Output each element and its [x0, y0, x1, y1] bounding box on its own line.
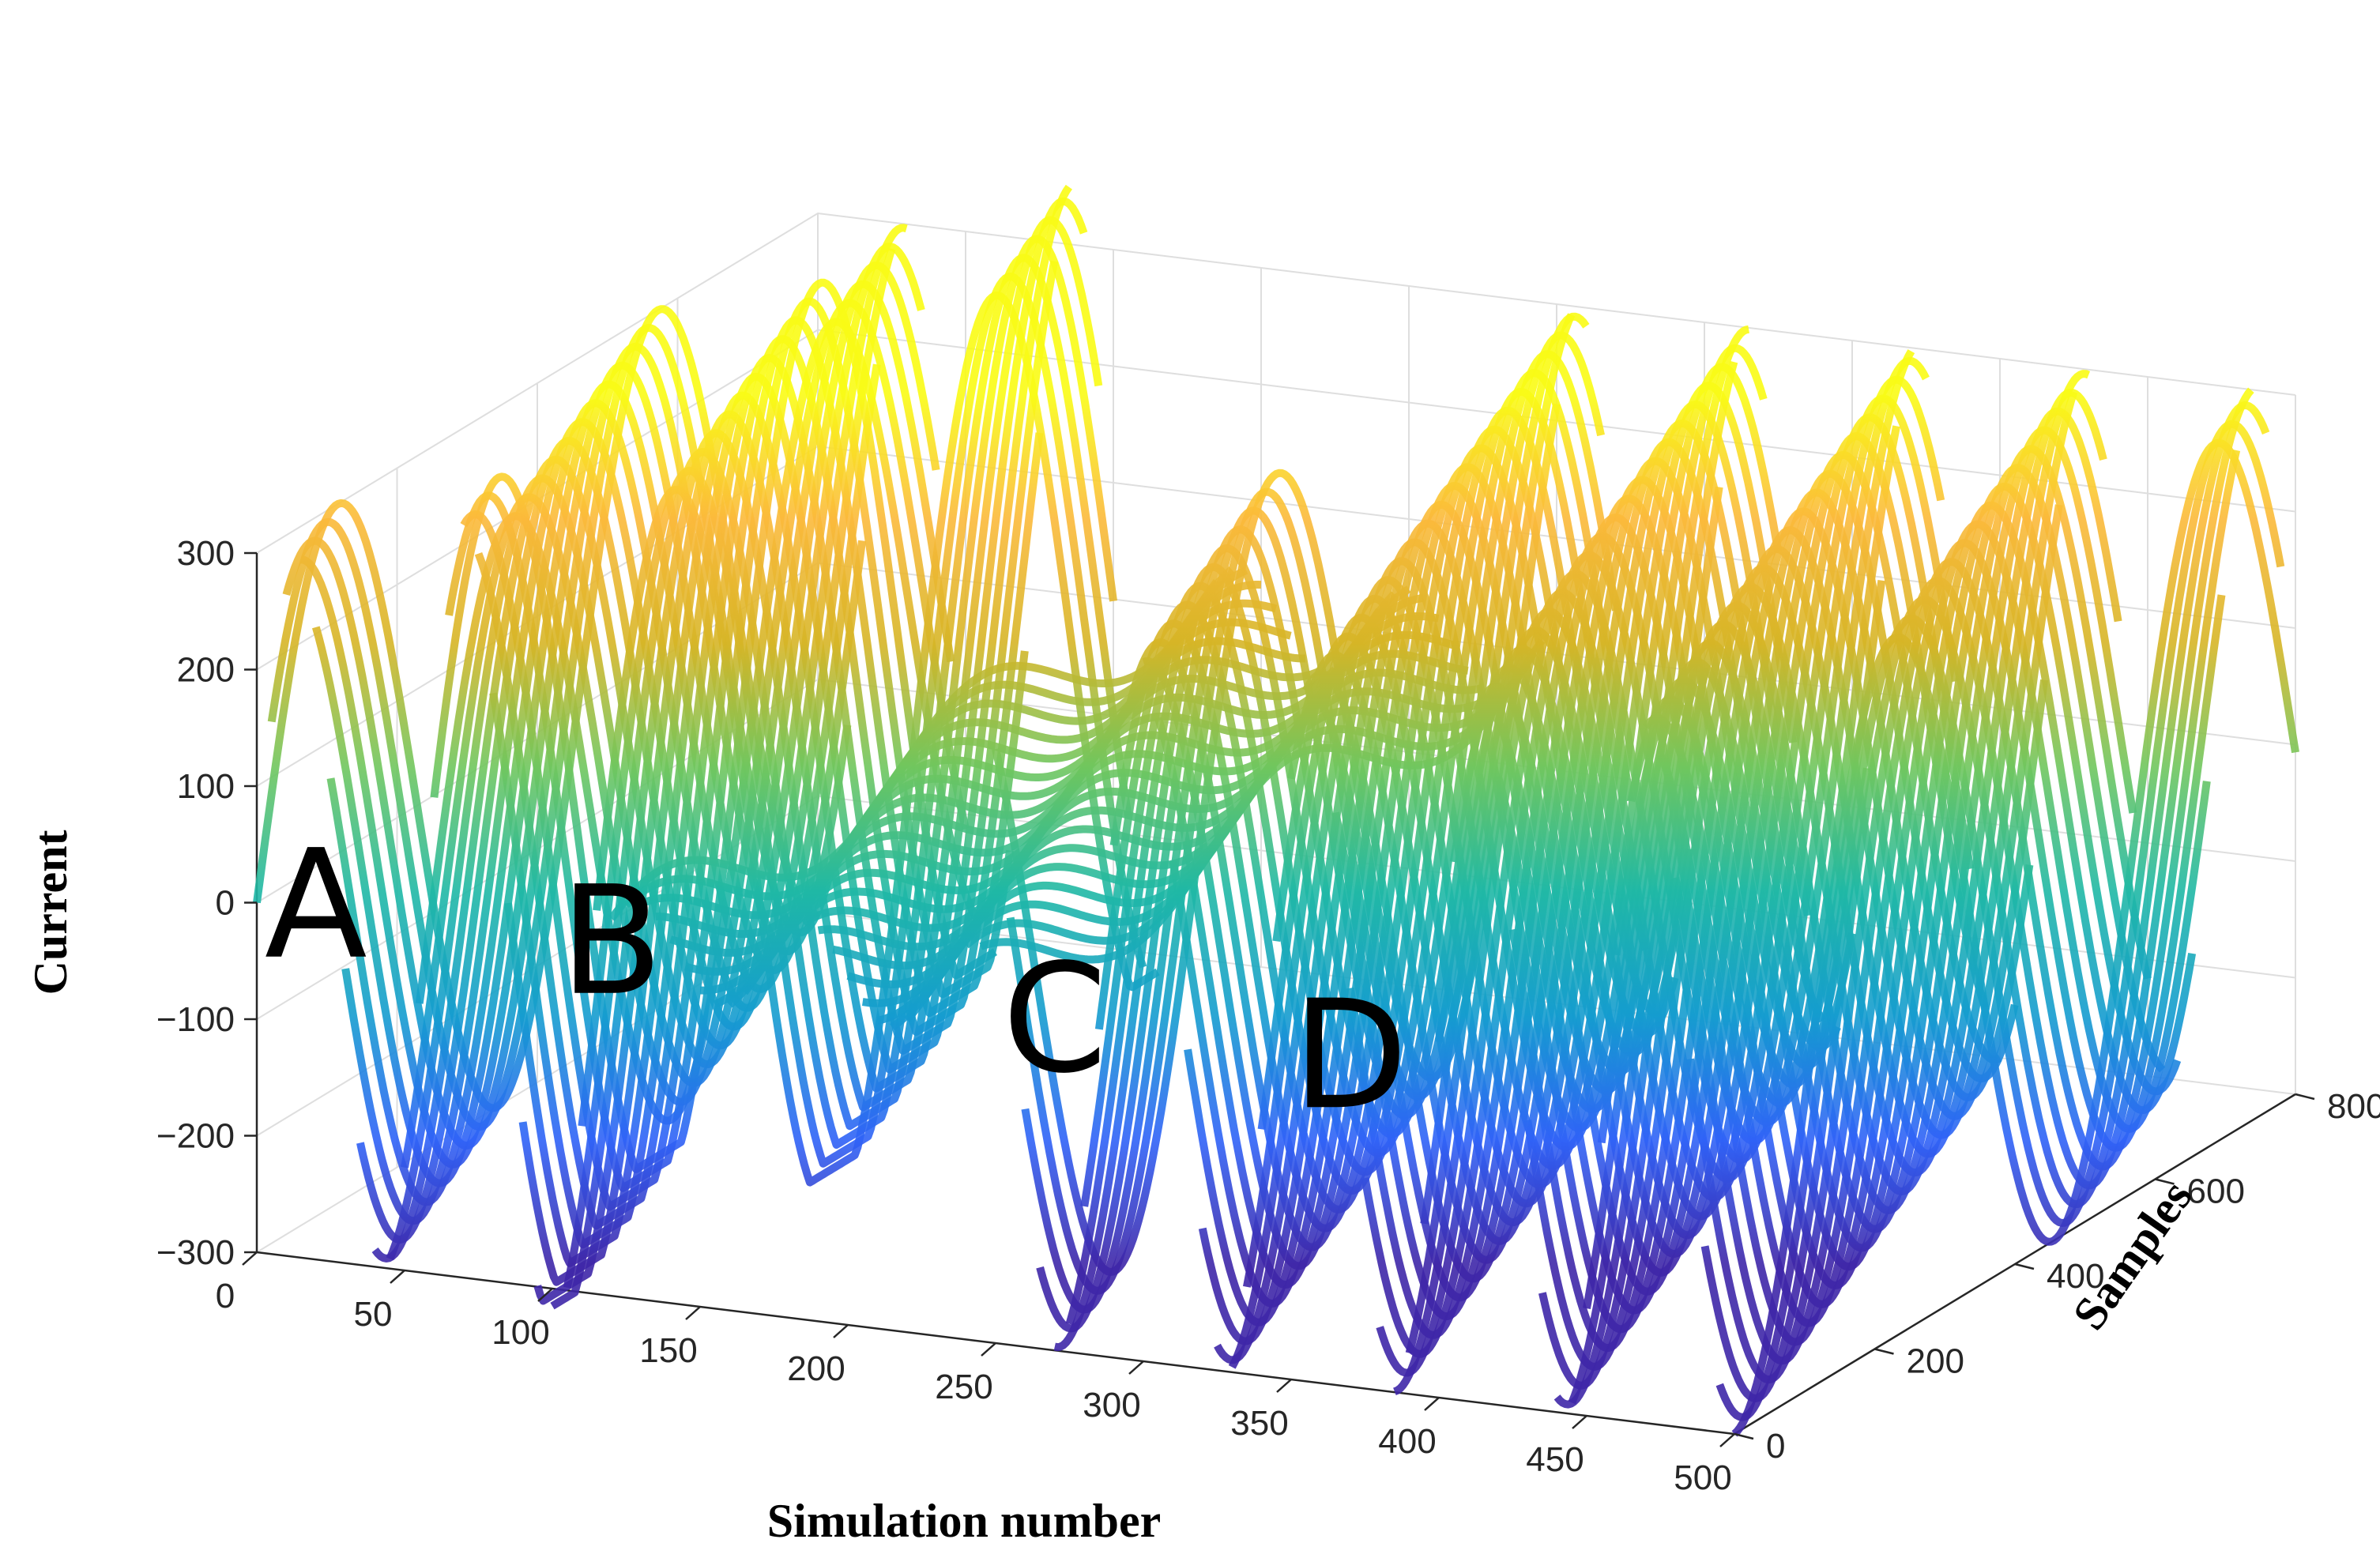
annotation-label-a: A: [265, 818, 367, 992]
x-tick-mark: [685, 1306, 701, 1320]
x-tick-mark: [1424, 1397, 1440, 1411]
y-tick-mark: [1874, 1348, 1894, 1355]
x-tick-label: 100: [491, 1313, 549, 1352]
x-tick-mark: [242, 1251, 258, 1266]
x-tick-label: 250: [935, 1368, 992, 1406]
x-tick-mark: [1572, 1415, 1587, 1429]
x-tick-mark: [1276, 1379, 1292, 1393]
x-tick-label: 500: [1674, 1458, 1731, 1497]
x-axis-title: Simulation number: [767, 1495, 1161, 1547]
x-tick-label: 300: [1083, 1386, 1140, 1424]
y-tick-mark: [2155, 1178, 2175, 1185]
z-tick-label: 0: [216, 884, 235, 923]
x-tick-label: 200: [787, 1349, 845, 1388]
surface-ribbon: [1715, 420, 2285, 1421]
surface-ribbon: [430, 278, 998, 1173]
surface-layer: [253, 184, 2299, 1437]
surface-ribbon: [1523, 370, 2091, 1371]
x-tick-mark: [390, 1270, 405, 1284]
z-tick-label: −300: [156, 1233, 235, 1272]
x-tick-label: 150: [639, 1331, 697, 1370]
x-tick-mark: [537, 1288, 553, 1302]
surface-ribbon: [1612, 482, 2182, 1290]
x-tick-label: 0: [216, 1277, 235, 1315]
surface-ribbon: [1731, 438, 2299, 1437]
z-tick-label: −200: [156, 1117, 235, 1156]
x-tick-label: 400: [1378, 1422, 1436, 1461]
y-tick-label: 200: [1907, 1342, 1964, 1381]
surface-ribbon: [563, 254, 1132, 1289]
y-tick-label: 600: [2187, 1172, 2245, 1211]
annotation-layer: A B C D: [265, 818, 1408, 1143]
surface-ribbon: [1538, 388, 2107, 1390]
surface-ribbon: [518, 197, 1088, 1286]
x-tick-label: 50: [354, 1295, 393, 1334]
y-tick-mark: [2014, 1263, 2035, 1270]
surface-ribbon: [1464, 488, 2034, 1296]
x-tick-mark: [1719, 1433, 1735, 1447]
z-axis-title: Current: [24, 830, 77, 995]
y-tick-mark: [2295, 1093, 2315, 1101]
surface-ribbon: [1257, 419, 1826, 1226]
surface-ribbon: [1700, 401, 2270, 1402]
surface-ribbon: [445, 297, 1015, 1192]
x-tick-mark: [833, 1324, 849, 1338]
x-tick-mark: [1128, 1360, 1144, 1375]
z-tick-label: 200: [177, 651, 235, 690]
annotation-label-d: D: [1293, 968, 1408, 1142]
y-tick-mark: [1734, 1432, 1754, 1440]
z-tick-label: 300: [177, 534, 235, 573]
z-tick-label: −100: [156, 1000, 235, 1039]
surface-ribbon: [341, 224, 908, 1225]
x-tick-label: 350: [1230, 1404, 1288, 1443]
surface-ribbon: [593, 291, 1160, 1187]
surface-ribbon: [1597, 464, 2166, 1271]
x-tick-label: 450: [1526, 1440, 1584, 1479]
ticks-layer: −300 −200 −100 0 100 200 300 0 50 100 150 200 250 300…: [156, 534, 2380, 1497]
surface-ribbon: [1393, 394, 1960, 1395]
y-tick-label: 800: [2327, 1087, 2380, 1126]
x-tick-mark: [981, 1342, 996, 1357]
surface-ribbon: [1627, 501, 2197, 1308]
annotation-label-b: B: [560, 854, 663, 1029]
y-tick-label: 400: [2047, 1257, 2104, 1296]
surface-ribbon: [1553, 407, 2122, 1409]
surface-ribbon: [474, 335, 1044, 1230]
surface-ribbon: [1685, 387, 2254, 1384]
annotation-label-c: C: [1002, 931, 1107, 1106]
y-tick-label: 0: [1766, 1427, 1785, 1466]
z-tick-label: 100: [177, 767, 235, 806]
